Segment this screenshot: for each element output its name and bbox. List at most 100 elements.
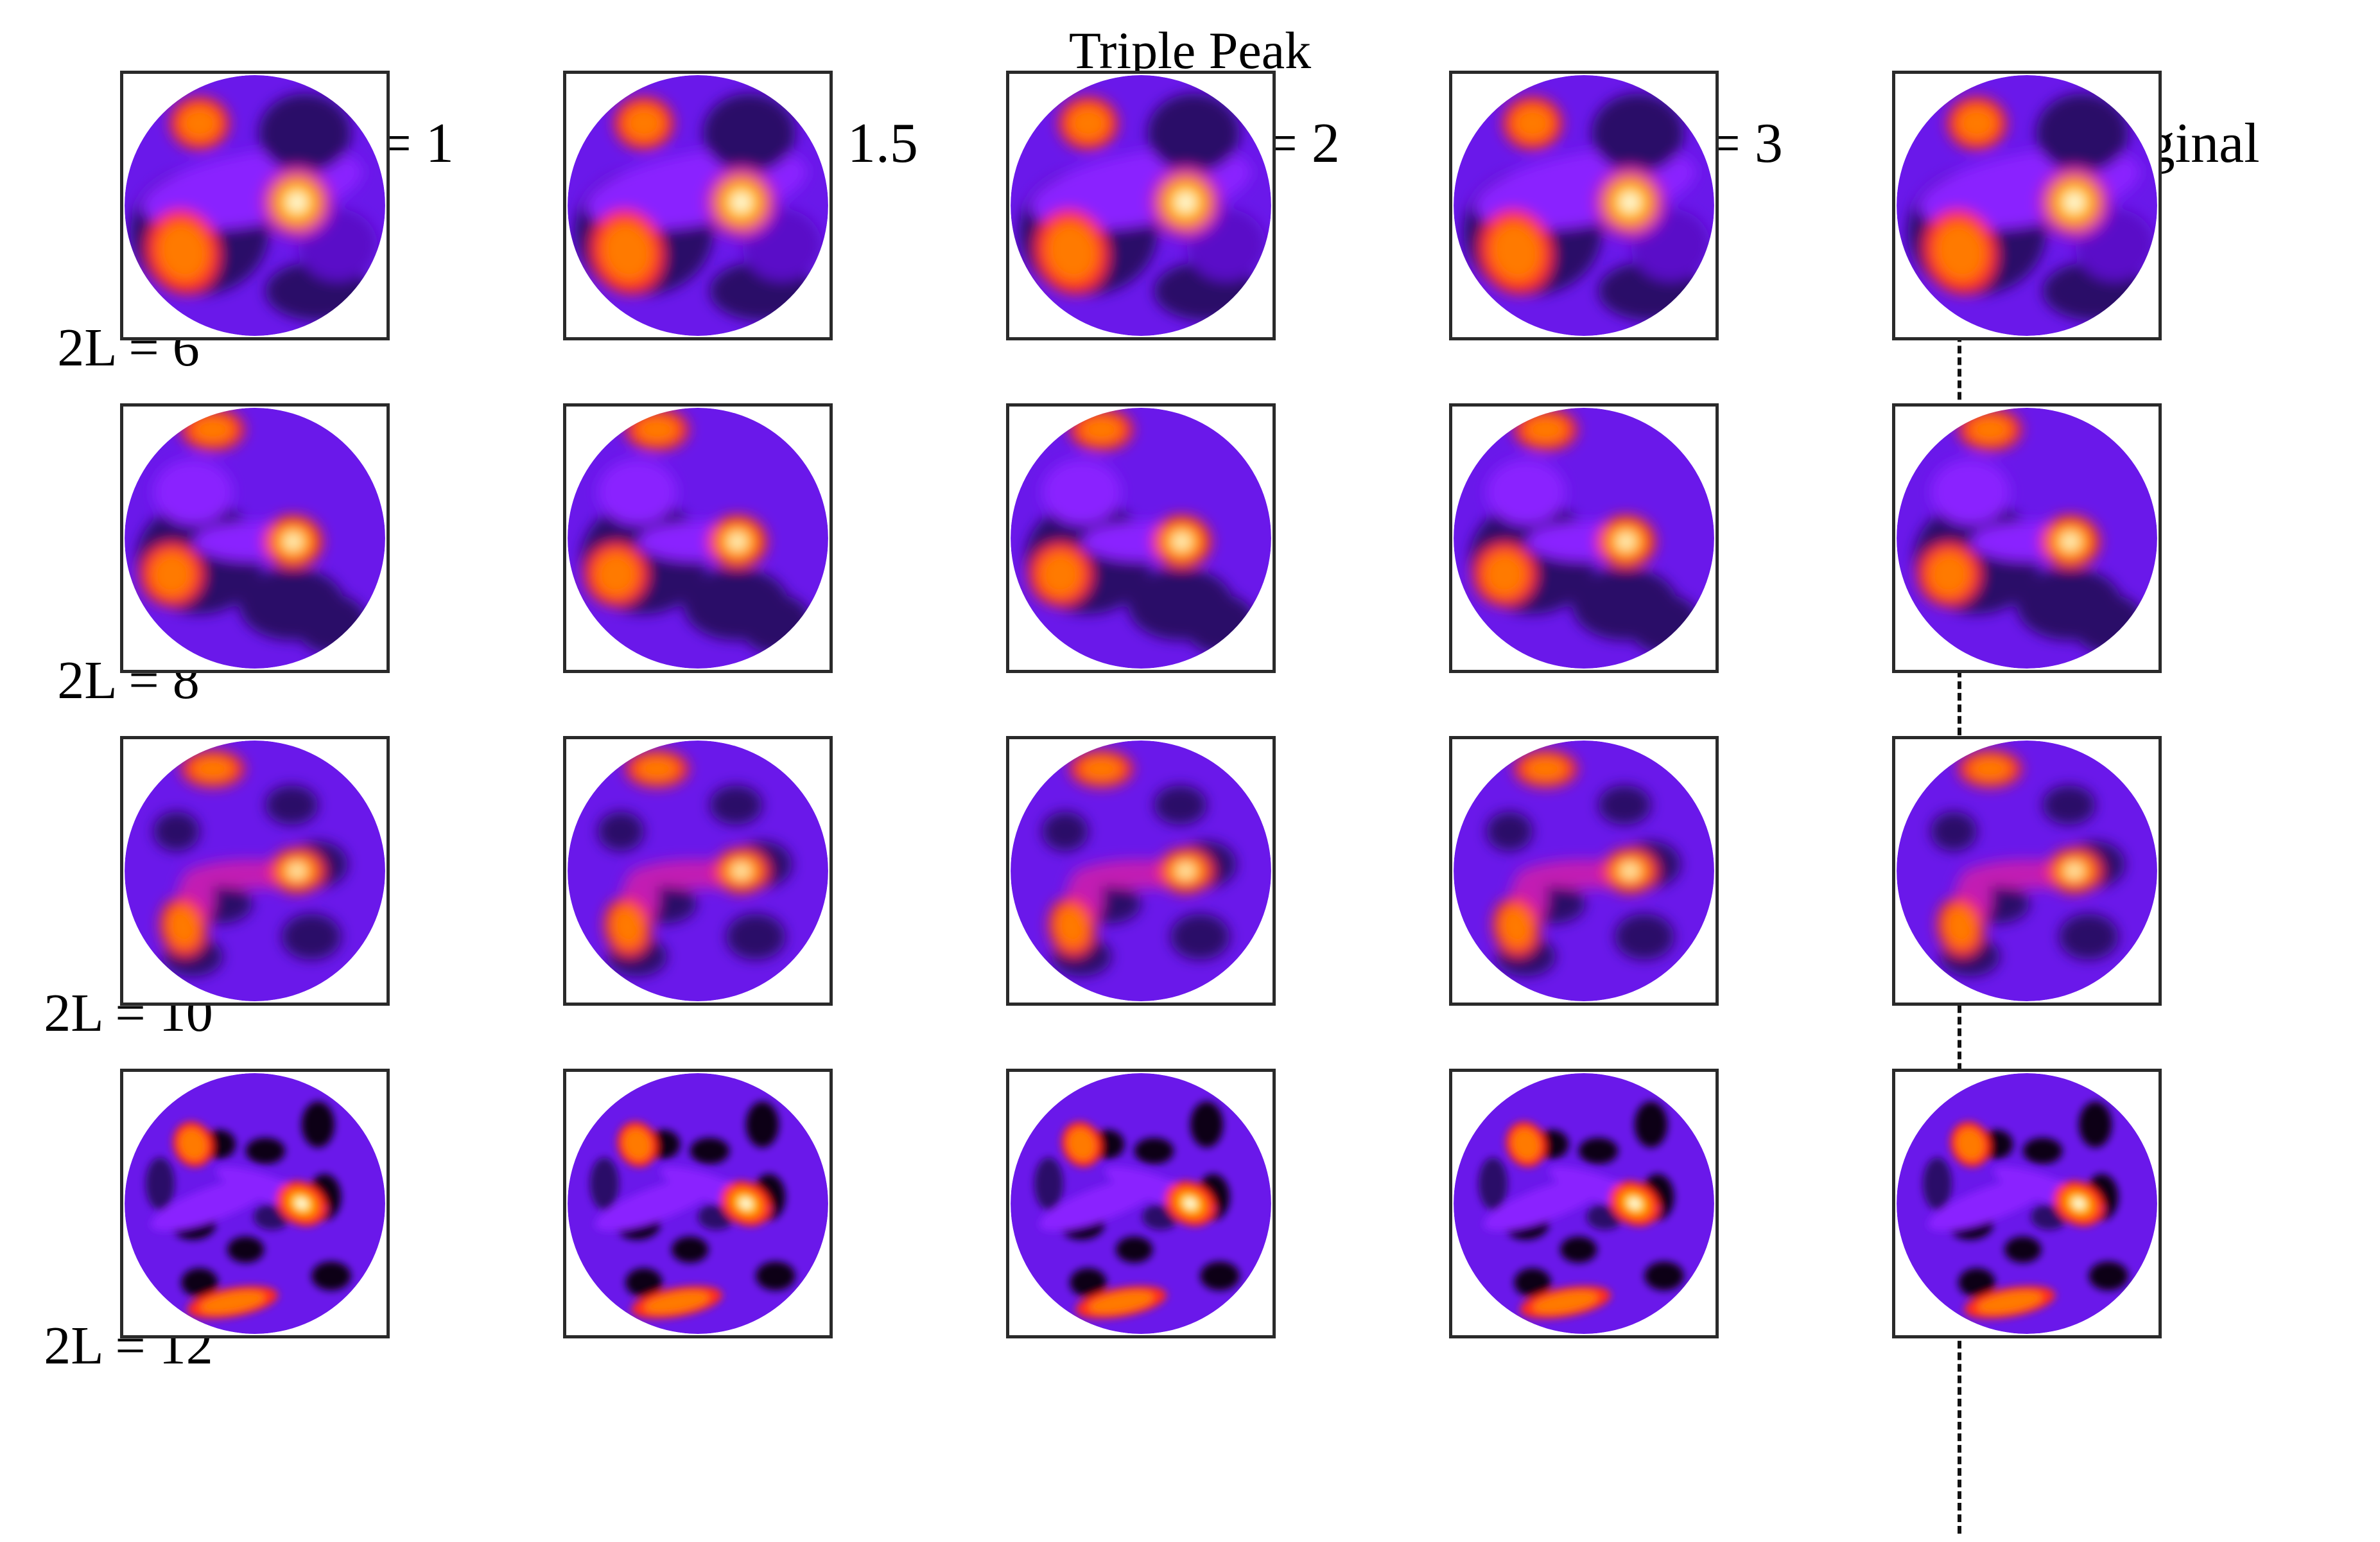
heat-blob — [157, 222, 209, 281]
heat-blob — [1634, 1101, 1668, 1148]
heat-blob — [1578, 1137, 1619, 1164]
heat-blob — [1055, 906, 1088, 948]
heat-blob — [1598, 785, 1651, 825]
heat-blob — [1524, 416, 1567, 443]
heat-blob — [1500, 906, 1533, 948]
heat-blob — [623, 1128, 651, 1160]
heat-blob — [740, 1198, 752, 1209]
heatmap-svg — [1897, 740, 2157, 1001]
heatmap-svg — [1011, 408, 1271, 669]
heat-blob — [1068, 1128, 1095, 1160]
heat-blob — [227, 1236, 265, 1263]
sphere-map — [568, 408, 828, 669]
heat-blob — [1486, 811, 1533, 852]
heat-blob — [690, 1137, 730, 1164]
heatmap-svg — [568, 1073, 828, 1334]
sphere-map — [1454, 1073, 1714, 1334]
heat-blob — [703, 93, 795, 173]
sphere-map — [568, 740, 828, 1001]
sphere-map — [1011, 740, 1271, 1001]
heatmap-panel-r3-c3 — [1006, 736, 1276, 1006]
heat-blob — [1034, 1157, 1064, 1211]
heat-blob — [756, 1261, 795, 1291]
heat-blob — [286, 534, 300, 548]
heatmap-svg — [1011, 75, 1271, 336]
heat-blob — [709, 785, 763, 825]
heatmap-panel-r3-c4 — [1449, 736, 1719, 1006]
heat-blob — [1134, 1137, 1174, 1164]
heat-blob — [1080, 416, 1123, 443]
heatmap-svg — [125, 75, 385, 336]
heat-blob — [245, 1137, 286, 1164]
heat-blob — [1512, 1128, 1540, 1160]
heat-blob — [1070, 1268, 1107, 1297]
heatmap-svg — [125, 1073, 385, 1334]
heat-blob — [191, 757, 234, 781]
heat-blob — [1183, 594, 1256, 654]
heatmap-panel-r2-c4 — [1449, 403, 1719, 673]
heatmap-panel-r4-c4 — [1449, 1069, 1719, 1338]
heat-blob — [636, 757, 679, 781]
heat-blob — [1174, 534, 1189, 548]
heat-blob — [167, 906, 200, 948]
heat-blob — [151, 552, 193, 597]
heatmap-svg — [1897, 408, 2157, 669]
heatmap-svg — [125, 740, 385, 1001]
sphere-map — [125, 740, 385, 1001]
sphere-map — [568, 1073, 828, 1334]
heat-blob — [1623, 865, 1637, 877]
heat-blob — [1200, 1261, 1240, 1291]
heatmap-svg — [1454, 408, 1714, 669]
sphere-map — [1454, 740, 1714, 1001]
heatmap-panel-r4-c1 — [120, 1069, 390, 1338]
heat-blob — [1957, 106, 1997, 141]
heat-blob — [1147, 93, 1240, 173]
heat-blob — [296, 1198, 308, 1209]
heatmap-panel-r1-c5 — [1892, 71, 2162, 340]
heat-blob — [2078, 1101, 2112, 1148]
heat-blob — [1514, 1268, 1551, 1297]
heat-blob — [1479, 1157, 1508, 1211]
heat-blob — [1956, 1128, 1984, 1160]
heat-blob — [1179, 865, 1192, 877]
heatmap-svg — [1011, 740, 1271, 1001]
heat-blob — [1620, 193, 1640, 212]
sphere-map — [1011, 75, 1271, 336]
heatmap-svg — [1454, 1073, 1714, 1334]
heat-blob — [672, 1236, 709, 1263]
heat-blob — [1977, 1292, 2042, 1313]
sphere-map — [1011, 408, 1271, 669]
heatmap-svg — [1454, 740, 1714, 1001]
heat-blob — [200, 1292, 265, 1313]
heatmap-panel-r4-c5 — [1892, 1069, 2162, 1338]
heatmap-svg — [568, 75, 828, 336]
heat-blob — [2004, 1236, 2042, 1263]
sphere-map — [1897, 740, 2157, 1001]
heat-blob — [181, 1268, 218, 1297]
sphere-map — [125, 1073, 385, 1334]
heat-blob — [1190, 1101, 1224, 1148]
heat-blob — [153, 459, 233, 525]
heat-blob — [1039, 552, 1082, 597]
heat-blob — [1592, 93, 1684, 173]
heat-blob — [2036, 93, 2128, 173]
heat-blob — [595, 552, 638, 597]
heatmap-panel-r4-c2 — [563, 1069, 833, 1338]
heat-blob — [732, 193, 751, 212]
heat-blob — [611, 906, 644, 948]
heat-blob — [145, 1157, 175, 1211]
heat-blob — [1628, 594, 1701, 654]
heat-blob — [259, 93, 351, 173]
heatmap-panel-r2-c3 — [1006, 403, 1276, 673]
heat-blob — [1931, 811, 1977, 852]
sphere-map — [125, 408, 385, 669]
heat-blob — [311, 1261, 351, 1291]
heat-blob — [739, 594, 812, 654]
heat-blob — [1560, 1236, 1597, 1263]
heatmap-svg — [1897, 1073, 2157, 1334]
heatmap-panel-r4-c3 — [1006, 1069, 1276, 1338]
heat-blob — [1042, 459, 1122, 525]
heat-blob — [301, 1101, 335, 1148]
heat-blob — [1170, 913, 1230, 960]
